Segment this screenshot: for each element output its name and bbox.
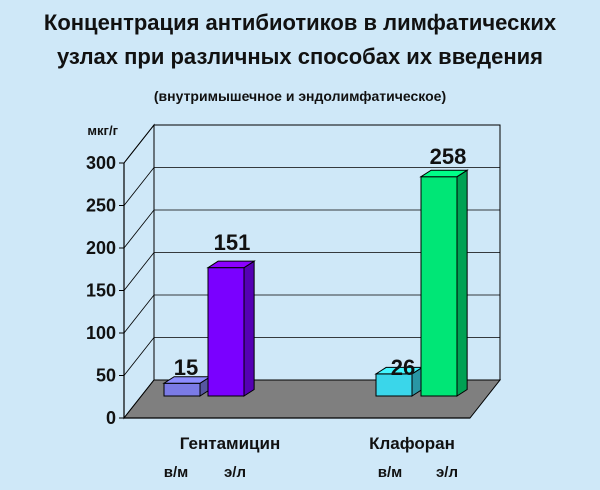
- y-tick-label-200: 200: [86, 238, 116, 258]
- chart-title-line-1: Концентрация антибиотиков в лимфатически…: [43, 10, 557, 35]
- chart-subtitle: (внутримышечное и эндолимфатическое): [153, 88, 447, 104]
- chart-title-line-2: узлах при различных способах их введения: [56, 44, 544, 69]
- bar-claforan-el-side: [456, 169, 468, 397]
- bar-gentamicin-el-side: [243, 260, 255, 397]
- category-label-claforan: Клафоран: [369, 434, 455, 453]
- y-tick-label-50: 50: [96, 366, 116, 386]
- gridline-side-300: [123, 124, 155, 164]
- y-axis-label: мкг/г: [87, 123, 118, 138]
- bar-gentamicin-el-value-label: 151: [214, 230, 251, 255]
- y-tick-label-150: 150: [86, 281, 116, 301]
- y-tick-label-0: 0: [106, 408, 116, 428]
- bar-claforan-el-front: [420, 176, 458, 397]
- bar-claforan-im-value-label: 26: [391, 355, 415, 380]
- gridline-side-200: [123, 209, 155, 249]
- subcategory-label-claforan-im: в/м: [378, 464, 403, 481]
- category-label-gentamicin: Гентамицин: [180, 434, 280, 453]
- subcategory-label-claforan-el: э/л: [436, 464, 458, 481]
- y-tick-label-300: 300: [86, 153, 116, 173]
- bar-gentamicin-el-front: [207, 267, 245, 397]
- bar-gentamicin-im-value-label: 15: [174, 355, 198, 380]
- gridline-side-100: [123, 294, 155, 334]
- bar-claforan-el-top: [419, 169, 469, 178]
- bar-gentamicin-el-top: [206, 260, 256, 269]
- gridline-side-150: [123, 252, 155, 291]
- y-tick-label-250: 250: [86, 196, 116, 216]
- subcategory-label-gentamicin-im: в/м: [164, 464, 189, 481]
- y-tick-label-100: 100: [86, 323, 116, 343]
- bar-claforan-el-value-label: 258: [430, 144, 467, 169]
- gridline-side-50: [123, 337, 155, 376]
- bar-gentamicin-im-front: [163, 382, 201, 397]
- subcategory-label-gentamicin-el: э/л: [224, 464, 246, 481]
- gridline-side-250: [123, 167, 155, 206]
